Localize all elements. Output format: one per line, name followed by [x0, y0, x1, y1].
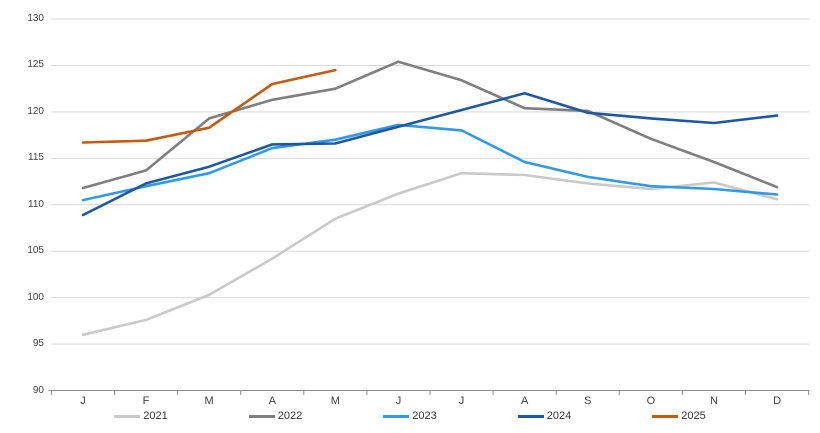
- series-2021-line: [81, 171, 779, 337]
- y-axis-label-120: 120: [27, 105, 44, 117]
- x-axis-label-month-9: S: [584, 395, 592, 407]
- x-axis-label-month-1: J: [80, 395, 86, 407]
- series-2023-line: [81, 123, 779, 202]
- x-axis-label-month-12: D: [773, 395, 782, 407]
- series-2022-line: [81, 60, 779, 190]
- series-2025-line: [81, 68, 337, 144]
- x-axis-label-month-5: M: [330, 395, 340, 407]
- x-axis-label-month-2: F: [142, 395, 150, 407]
- legend-line-swatch-2021: [114, 414, 141, 418]
- legend-line-swatch-2022: [248, 414, 275, 418]
- series-2024-line: [81, 92, 779, 217]
- x-axis-label-month-3: M: [204, 395, 214, 407]
- y-axis-label-125: 125: [27, 59, 44, 71]
- y-axis-label-95: 95: [32, 338, 44, 350]
- x-axis-label-month-8: A: [520, 395, 529, 407]
- y-axis-label-100: 100: [27, 291, 44, 303]
- legend-item-2022[interactable]: 2022: [248, 409, 303, 423]
- legend-label: 2024: [546, 409, 572, 422]
- x-axis-label-month-4: A: [268, 395, 276, 407]
- legend-item-2021[interactable]: 2021: [114, 409, 168, 423]
- legend-item-2025[interactable]: 2025: [652, 409, 706, 423]
- y-axis-label-115: 115: [28, 152, 44, 164]
- legend-line-swatch-2023: [383, 414, 410, 418]
- legend-line-swatch-2024: [517, 414, 544, 418]
- legend-line-swatch-2025: [652, 414, 679, 418]
- legend-item-2023[interactable]: 2023: [383, 409, 437, 423]
- y-axis-label-130: 130: [27, 13, 44, 24]
- legend-label: 2025: [681, 409, 706, 422]
- x-axis-label-month-6: J: [395, 395, 402, 407]
- legend-item-2024[interactable]: 2024: [517, 409, 572, 423]
- chart-legend: 2021 2022 2023 2024 2025: [0, 406, 820, 426]
- y-axis-label-90: 90: [32, 384, 44, 396]
- y-axis-label-110: 110: [28, 198, 44, 210]
- legend-label: 2021: [143, 409, 168, 422]
- legend-label: 2023: [412, 409, 437, 422]
- legend-label: 2022: [277, 409, 303, 422]
- x-axis-label-month-11: N: [709, 395, 718, 407]
- x-axis-label-month-7: J: [458, 395, 465, 407]
- y-axis-label-105: 105: [27, 245, 44, 257]
- x-axis-label-month-10: O: [646, 395, 656, 407]
